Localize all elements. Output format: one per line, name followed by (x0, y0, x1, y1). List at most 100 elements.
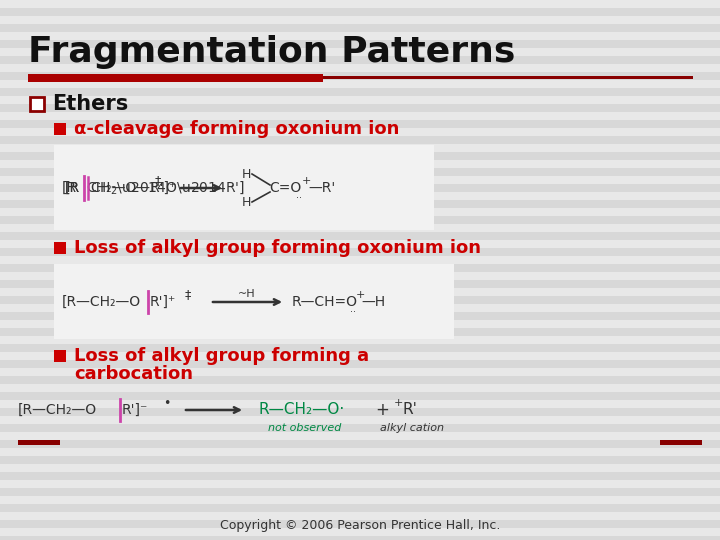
Bar (0, 48, 720, 56)
Bar (0, 144, 720, 152)
Bar (0, 432, 720, 440)
Bar (0, 200, 720, 208)
Bar (0, 240, 720, 248)
Text: [R—CH₂—O: [R—CH₂—O (62, 295, 141, 309)
Bar (0, 376, 720, 384)
Bar (0, 176, 720, 184)
Text: [R—CH₂—O: [R—CH₂—O (18, 403, 97, 417)
Bar (0, 80, 720, 88)
Text: —R': —R' (308, 181, 336, 195)
Bar (0, 168, 720, 176)
Text: Copyright © 2006 Pearson Prentice Hall, Inc.: Copyright © 2006 Pearson Prentice Hall, … (220, 518, 500, 531)
Text: ··: ·· (296, 193, 302, 203)
Bar (54, 264, 454, 339)
Bar (0, 424, 720, 432)
Bar (28, 74, 323, 82)
Bar (0, 224, 720, 232)
Bar (0, 8, 720, 16)
Text: +: + (302, 176, 311, 186)
Bar (54, 145, 434, 230)
Bar (0, 216, 720, 224)
Text: •: • (163, 396, 171, 409)
Bar (54, 123, 66, 135)
Bar (30, 97, 44, 111)
Bar (0, 296, 720, 304)
Text: alkyl cation: alkyl cation (380, 423, 444, 433)
Text: Fragmentation Patterns: Fragmentation Patterns (28, 35, 516, 69)
Text: +: + (356, 290, 365, 300)
Bar (0, 56, 720, 64)
Bar (0, 120, 720, 128)
Bar (0, 368, 720, 376)
Bar (54, 145, 434, 230)
Bar (0, 320, 720, 328)
Text: not observed: not observed (269, 423, 342, 433)
Bar (0, 0, 720, 8)
Bar (0, 32, 720, 40)
Text: [R: [R (65, 181, 80, 195)
Bar (0, 256, 720, 264)
Text: ‡: ‡ (155, 174, 161, 187)
Bar (0, 208, 720, 216)
Bar (0, 328, 720, 336)
Bar (0, 248, 720, 256)
Bar (0, 288, 720, 296)
Bar (18, 440, 60, 445)
Text: +: + (394, 398, 403, 408)
Text: —H: —H (361, 295, 385, 309)
Bar (0, 64, 720, 72)
Text: [R: [R (62, 181, 77, 195)
Bar (54, 350, 66, 362)
Bar (660, 440, 702, 445)
Bar (0, 416, 720, 424)
Bar (0, 272, 720, 280)
Bar (0, 400, 720, 408)
Bar (0, 504, 720, 512)
Text: ··: ·· (350, 307, 356, 317)
Text: R—CH₂—O·: R—CH₂—O· (258, 402, 344, 417)
Bar (0, 464, 720, 472)
Bar (0, 496, 720, 504)
Text: CH₂—O—R']⁺: CH₂—O—R']⁺ (86, 181, 176, 195)
Bar (0, 304, 720, 312)
Text: [R: [R (65, 181, 80, 195)
Bar (0, 96, 720, 104)
Text: R']⁺: R']⁺ (150, 295, 176, 309)
Bar (0, 104, 720, 112)
Text: H: H (242, 167, 251, 180)
Bar (0, 192, 720, 200)
Text: R']⁻: R']⁻ (122, 403, 148, 417)
Bar (0, 152, 720, 160)
Bar (0, 392, 720, 400)
Bar (0, 232, 720, 240)
Bar (0, 16, 720, 24)
Bar (0, 480, 720, 488)
Bar (0, 336, 720, 344)
Bar (0, 472, 720, 480)
Bar (54, 242, 66, 254)
Text: +: + (375, 401, 389, 419)
Bar (0, 136, 720, 144)
Bar (0, 72, 720, 80)
Bar (0, 128, 720, 136)
Bar (0, 40, 720, 48)
Bar (0, 184, 720, 192)
Text: ‡: ‡ (185, 288, 192, 301)
Bar (323, 76, 693, 79)
Bar (0, 264, 720, 272)
Bar (0, 88, 720, 96)
Bar (0, 312, 720, 320)
Bar (0, 448, 720, 456)
Text: R': R' (402, 402, 417, 417)
Text: C=O: C=O (269, 181, 301, 195)
Bar (0, 24, 720, 32)
Text: Loss of alkyl group forming a: Loss of alkyl group forming a (74, 347, 369, 365)
Text: Loss of alkyl group forming oxonium ion: Loss of alkyl group forming oxonium ion (74, 239, 481, 257)
Bar (0, 352, 720, 360)
Bar (0, 344, 720, 352)
Bar (0, 520, 720, 528)
Text: ~H: ~H (238, 289, 256, 299)
Bar (0, 408, 720, 416)
Bar (0, 384, 720, 392)
Bar (0, 528, 720, 536)
